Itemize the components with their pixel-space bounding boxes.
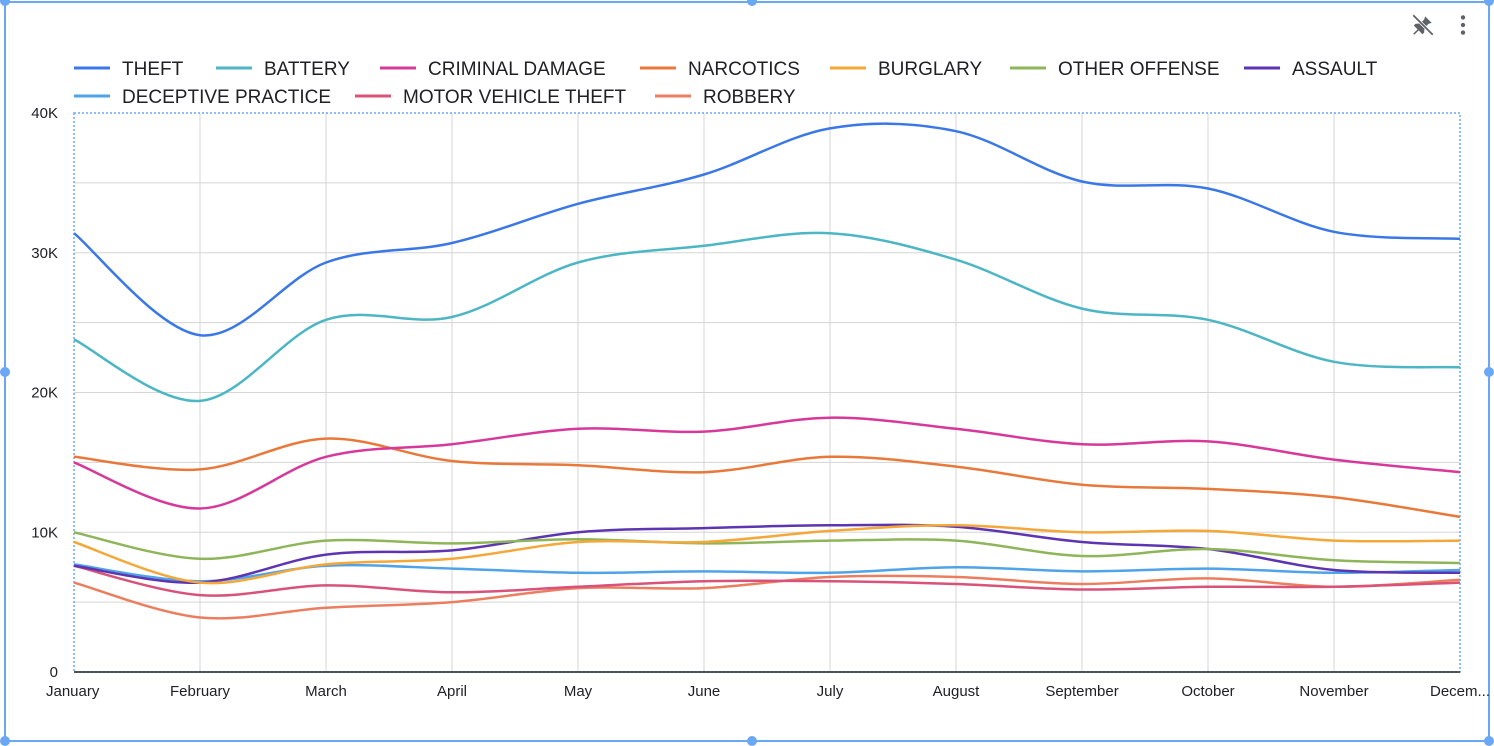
x-tick-label: August [933,683,981,700]
series-line-robbery [73,574,1461,620]
x-tick-label: May [564,683,593,700]
series-line-burglary [73,524,1461,585]
y-tick-label: 40K [31,105,58,122]
y-tick-label: 10K [31,524,58,541]
resize-handle-bottom-left[interactable] [0,736,10,746]
resize-handle-top-left[interactable] [0,0,10,6]
y-tick-label: 20K [31,385,58,402]
series-line-criminal-damage [73,416,1461,510]
series-line-other-offense [73,531,1461,565]
resize-handle-middle-left[interactable] [0,367,10,377]
series-line-narcotics [73,437,1461,519]
series-line-assault [73,523,1461,584]
x-tick-label: February [170,683,231,700]
x-tick-label: Decem... [1430,683,1490,700]
resize-handle-bottom-right[interactable] [1484,736,1494,746]
legend-label-robbery: ROBBERY [703,87,796,108]
y-tick-label: 0 [50,664,58,681]
resize-handle-bottom-center[interactable] [747,736,757,746]
y-tick-label: 30K [31,245,58,262]
legend-label-criminal-damage: CRIMINAL DAMAGE [428,59,606,80]
x-tick-label: July [817,683,844,700]
resize-handle-top-right[interactable] [1484,0,1494,6]
resize-handle-top-center[interactable] [747,0,757,6]
legend-label-battery: BATTERY [264,59,350,80]
legend-label-deceptive-practice: DECEPTIVE PRACTICE [122,87,331,108]
legend-label-motor-vehicle-theft: MOTOR VEHICLE THEFT [403,87,626,108]
x-tick-label: January [46,683,100,700]
series-line-theft [73,122,1461,337]
legend-label-narcotics: NARCOTICS [688,59,800,80]
x-tick-label: October [1181,683,1234,700]
resize-handle-middle-right[interactable] [1484,367,1494,377]
legend-label-assault: ASSAULT [1292,59,1378,80]
x-tick-label: November [1299,683,1368,700]
series-line-battery [73,231,1461,403]
series-line-motor-vehicle-theft [73,564,1461,597]
more-vert-icon[interactable] [1450,12,1476,38]
x-tick-label: September [1045,683,1118,700]
legend-label-burglary: BURGLARY [878,59,983,80]
legend-label-theft: THEFT [122,59,184,80]
x-tick-label: June [688,683,721,700]
x-tick-label: March [305,683,347,700]
pin-off-icon[interactable] [1410,12,1436,38]
x-tick-label: April [437,683,467,700]
legend-label-other-offense: OTHER OFFENSE [1058,59,1220,80]
